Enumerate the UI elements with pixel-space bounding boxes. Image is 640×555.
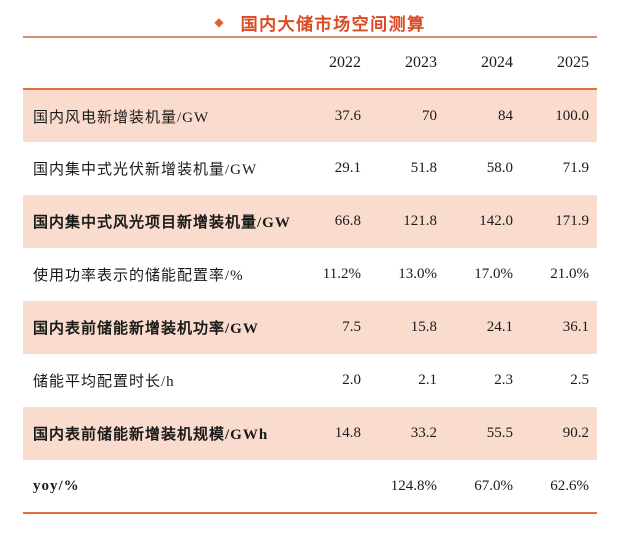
cell-2022: 66.8: [334, 213, 361, 229]
cell-2023: 70: [422, 107, 437, 124]
cell-2024: 17.0%: [474, 266, 513, 282]
cell-2025: 21.0%: [550, 266, 589, 282]
table-row-5: 储能平均配置时长/h 2.0 2.1 2.3 2.5: [23, 354, 597, 407]
cell-2022: 2.0: [342, 372, 361, 388]
cell-2023: 2.1: [418, 372, 437, 388]
figure-title-row: ◆ 国内大储市场空间测算: [0, 10, 640, 34]
row-label: 国内集中式风光项目新增装机量/GW: [33, 215, 291, 231]
row-label: 国内风电新增装机量/GW: [33, 109, 210, 126]
cell-2022: 11.2%: [322, 266, 361, 282]
cell-2023: 33.2: [410, 425, 437, 441]
year-header-2024: 2024: [481, 54, 513, 71]
label-column-header: [23, 37, 293, 89]
year-header-2022: 2022: [329, 54, 361, 71]
cell-2024: 58.0: [486, 160, 513, 176]
cell-2023: 121.8: [403, 213, 437, 229]
cell-2025: 100.0: [555, 107, 589, 124]
figure-title: 国内大储市场空间测算: [240, 14, 426, 34]
cell-2024: 2.3: [494, 372, 513, 388]
row-label: 使用功率表示的储能配置率/%: [33, 268, 244, 284]
table-row-0: 国内风电新增装机量/GW 37.6 70 84 100.0: [23, 89, 597, 142]
cell-2024: 142.0: [479, 213, 513, 229]
cell-2023: 51.8: [410, 160, 437, 176]
cell-2025: 90.2: [562, 425, 589, 441]
cell-2022: 29.1: [334, 160, 361, 176]
row-label: yoy/%: [33, 477, 80, 494]
cell-2023: 13.0%: [398, 266, 437, 282]
year-header-2025: 2025: [557, 54, 589, 71]
cell-2025: 36.1: [562, 319, 589, 335]
row-label: 国内表前储能新增装机规模/GWh: [33, 427, 269, 443]
cell-2022: 14.8: [334, 425, 361, 441]
cell-2024: 55.5: [486, 425, 513, 441]
row-label: 储能平均配置时长/h: [33, 374, 175, 390]
table-header-row: 2022 2023 2024 2025: [23, 37, 597, 89]
cell-2025: 171.9: [555, 213, 589, 229]
row-label: 国内表前储能新增装机功率/GW: [33, 321, 259, 337]
table-row-1: 国内集中式光伏新增装机量/GW 29.1 51.8 58.0 71.9: [23, 142, 597, 195]
diamond-bullet-icon: ◆: [214, 15, 224, 29]
table-row-6: 国内表前储能新增装机规模/GWh 14.8 33.2 55.5 90.2: [23, 407, 597, 460]
cell-2024: 24.1: [486, 319, 513, 335]
cell-2025: 71.9: [562, 160, 589, 176]
figure-container: ◆ 国内大储市场空间测算 2022 2023 2024 2025 国内风电新增装机量/…: [0, 10, 640, 514]
cell-2024: 67.0%: [474, 477, 513, 494]
table-row-2: 国内集中式风光项目新增装机量/GW 66.8 121.8 142.0 171.9: [23, 195, 597, 248]
table-row-4: 国内表前储能新增装机功率/GW 7.5 15.8 24.1 36.1: [23, 301, 597, 354]
year-header-2023: 2023: [405, 54, 437, 71]
cell-2022: 37.6: [334, 107, 361, 124]
market-estimation-table: 2022 2023 2024 2025 国内风电新增装机量/GW 37.6 70 84 100…: [23, 36, 597, 514]
cell-2025: 2.5: [570, 372, 589, 388]
cell-2023: 15.8: [410, 319, 437, 335]
cell-2022: [293, 460, 369, 513]
cell-2022: 7.5: [342, 319, 361, 335]
row-label: 国内集中式光伏新增装机量/GW: [33, 162, 258, 178]
table-row-7: yoy/% 124.8% 67.0% 62.6%: [23, 460, 597, 513]
cell-2024: 84: [498, 107, 513, 124]
cell-2025: 62.6%: [550, 477, 589, 494]
cell-2023: 124.8%: [390, 477, 437, 494]
table-row-3: 使用功率表示的储能配置率/% 11.2% 13.0% 17.0% 21.0%: [23, 248, 597, 301]
